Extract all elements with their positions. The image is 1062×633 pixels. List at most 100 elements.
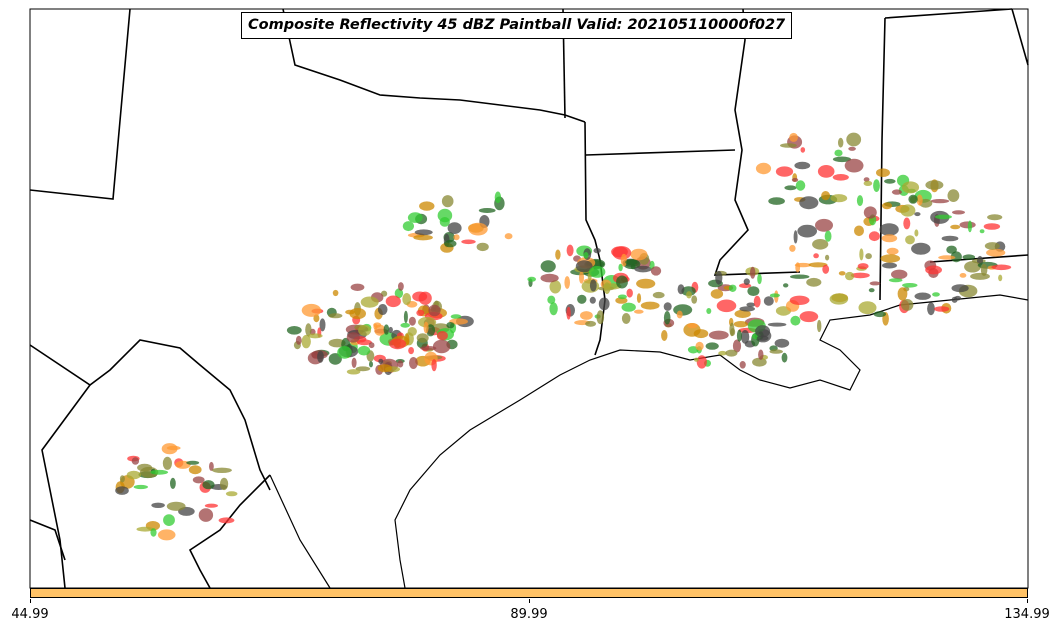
- reflectivity-blob: [397, 360, 404, 368]
- reflectivity-blob: [625, 259, 638, 266]
- reflectivity-blob: [346, 369, 361, 375]
- reflectivity-blob: [901, 181, 920, 194]
- reflectivity-blob: [964, 261, 981, 273]
- reflectivity-blob: [691, 295, 698, 304]
- colorbar-tick: [1027, 599, 1028, 603]
- reflectivity-blob: [444, 239, 457, 248]
- state-boundaries: [29, 8, 1029, 589]
- reflectivity-blob: [708, 330, 729, 340]
- reflectivity-blob: [790, 315, 801, 326]
- reflectivity-blob: [416, 309, 425, 317]
- reflectivity-blob: [850, 272, 870, 279]
- reflectivity-blob: [211, 467, 232, 473]
- reflectivity-blob: [555, 249, 561, 260]
- reflectivity-blob: [319, 318, 326, 332]
- reflectivity-blob: [119, 475, 125, 483]
- reflectivity-blob: [373, 323, 378, 330]
- reflectivity-blob: [983, 223, 1001, 230]
- reflectivity-blob: [317, 350, 324, 363]
- reflectivity-blob: [198, 508, 214, 522]
- reflectivity-blob: [204, 503, 218, 508]
- reflectivity-blob: [286, 326, 302, 335]
- reflectivity-blob: [991, 264, 1012, 271]
- reflectivity-blob: [873, 179, 880, 193]
- reflectivity-blob: [663, 311, 671, 325]
- reflectivity-blob: [739, 306, 755, 312]
- reflectivity-blob: [115, 486, 129, 495]
- reflectivity-blob: [959, 221, 976, 229]
- coastline: [269, 294, 1029, 589]
- reflectivity-blob: [394, 288, 404, 299]
- reflectivity-blob: [950, 251, 962, 263]
- reflectivity-blob: [150, 469, 169, 475]
- reflectivity-blob: [188, 465, 202, 475]
- reflectivity-blob: [358, 324, 372, 336]
- reflectivity-blob: [575, 260, 593, 273]
- reflectivity-blob: [357, 345, 371, 356]
- reflectivity-blob: [888, 278, 903, 283]
- reflectivity-blob: [736, 329, 742, 342]
- reflectivity-blob: [589, 296, 596, 304]
- reflectivity-blob: [564, 276, 570, 289]
- reflectivity-blob: [987, 214, 1003, 221]
- reflectivity-blob: [750, 266, 756, 279]
- reflectivity-blob: [979, 229, 985, 234]
- reflectivity-blob: [769, 293, 781, 298]
- reflectivity-blob: [858, 301, 877, 315]
- reflectivity-blob: [857, 263, 869, 270]
- reflectivity-blob: [494, 191, 502, 204]
- reflectivity-blob: [398, 282, 404, 291]
- reflectivity-blob: [504, 233, 513, 240]
- reflectivity-blob: [441, 195, 454, 208]
- reflectivity-blob: [743, 278, 750, 286]
- reflectivity-blob: [540, 273, 559, 283]
- boundary-line: [282, 8, 586, 123]
- reflectivity-blob: [133, 484, 148, 490]
- reflectivity-blob: [967, 220, 973, 233]
- reflectivity-blob: [209, 461, 214, 471]
- reflectivity-blob: [780, 143, 797, 148]
- reflectivity-blob: [420, 346, 437, 351]
- reflectivity-blob: [414, 229, 433, 236]
- reflectivity-blob: [817, 319, 822, 333]
- reflectivity-blob: [970, 272, 990, 280]
- reflectivity-blob: [932, 292, 940, 297]
- reflectivity-blob: [598, 297, 610, 311]
- reflectivity-blob: [652, 291, 665, 299]
- reflectivity-blob: [307, 333, 323, 339]
- reflectivity-blob: [791, 177, 799, 182]
- reflectivity-blob: [349, 308, 367, 320]
- reflectivity-blob: [549, 302, 558, 316]
- reflectivity-blob: [579, 271, 584, 284]
- reflectivity-blob: [716, 299, 737, 313]
- reflectivity-blob: [984, 242, 1000, 250]
- reflectivity-blob: [151, 502, 165, 508]
- reflectivity-blob: [577, 294, 587, 304]
- reflectivity-blob: [407, 212, 423, 223]
- reflectivity-blob: [131, 457, 140, 465]
- reflectivity-blob: [389, 338, 407, 350]
- reflectivity-blob: [903, 217, 911, 230]
- boundary-line: [29, 339, 271, 491]
- reflectivity-blob: [626, 288, 633, 298]
- reflectivity-blob: [337, 346, 352, 359]
- reflectivity-blob: [368, 342, 375, 349]
- reflectivity-blob: [859, 248, 864, 261]
- reflectivity-blob: [830, 194, 848, 203]
- reflectivity-blob: [328, 313, 343, 319]
- reflectivity-blob: [407, 327, 417, 336]
- reflectivity-blob: [873, 311, 886, 318]
- reflectivity-blob: [369, 361, 373, 368]
- colorbar-tick-label-min: 44.99: [11, 607, 49, 622]
- gulf-coastline: [269, 294, 1029, 589]
- reflectivity-blob: [453, 234, 460, 241]
- reflectivity-blob: [162, 456, 172, 470]
- reflectivity-blob: [755, 325, 771, 338]
- reflectivity-blob: [409, 357, 418, 369]
- reflectivity-blob: [436, 331, 448, 341]
- boundary-line: [585, 149, 736, 156]
- boundary-line: [884, 8, 1013, 19]
- reflectivity-blob: [769, 349, 783, 354]
- reflectivity-blob: [437, 208, 453, 223]
- reflectivity-blob: [687, 323, 698, 329]
